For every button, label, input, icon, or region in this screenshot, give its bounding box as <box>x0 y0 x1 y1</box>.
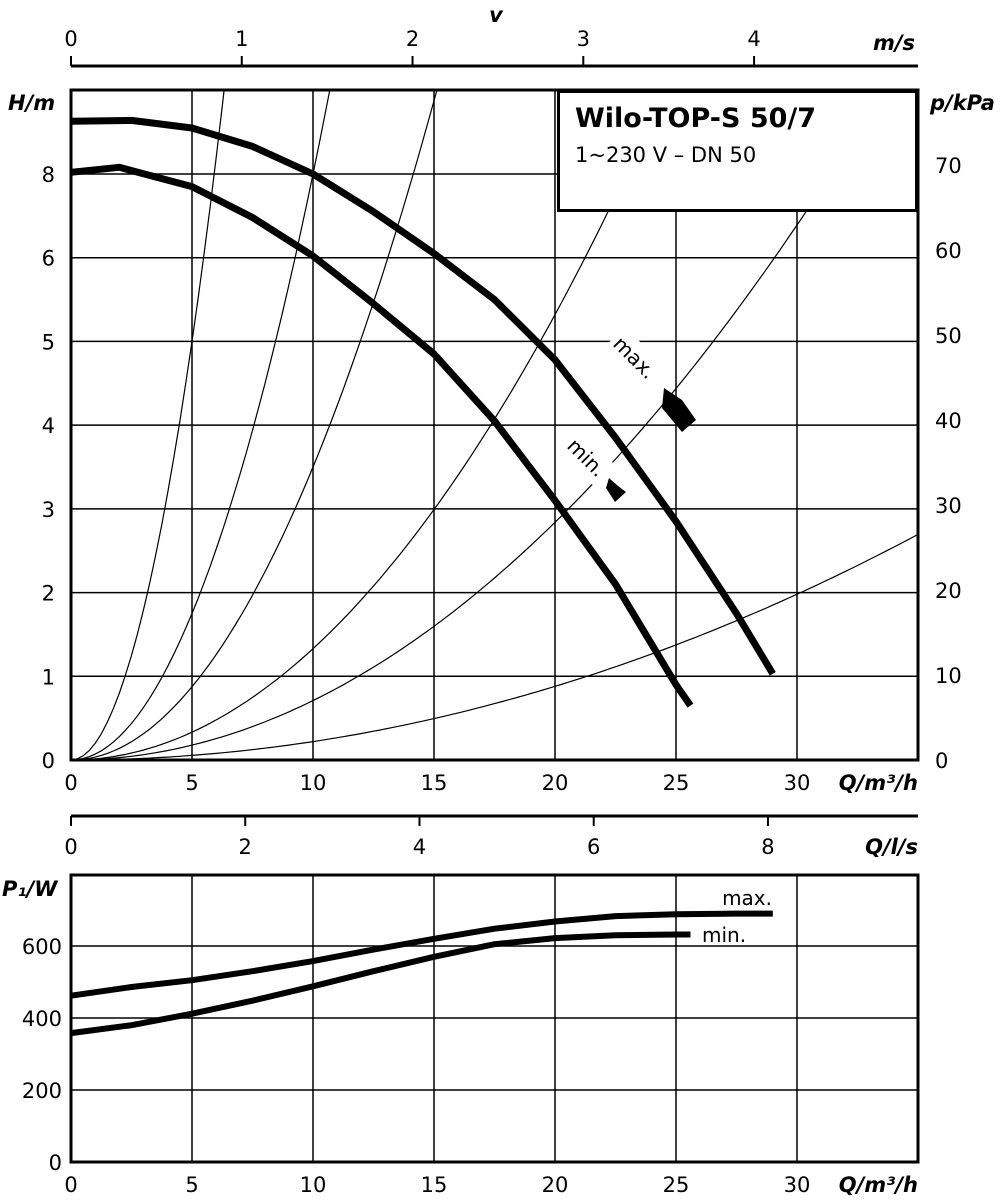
x-tick-label: 30 <box>784 771 811 795</box>
lower-x-tick-label: 25 <box>663 1173 690 1197</box>
system-curve <box>70 89 225 761</box>
ls-tick-label: 4 <box>413 835 426 859</box>
y-tick-label: 4 <box>42 414 55 438</box>
upper-curves <box>70 89 919 761</box>
right-tick-label: 30 <box>935 494 962 518</box>
x-tick-label: 20 <box>542 771 569 795</box>
right-tick-label: 40 <box>935 409 962 433</box>
y-tick-label: 3 <box>42 498 55 522</box>
right-tick-label: 50 <box>935 324 962 348</box>
ls-tick-label: 0 <box>64 835 77 859</box>
right-tick-label: 60 <box>935 239 962 263</box>
lower-grid <box>69 814 920 1164</box>
top-axis-name: v <box>489 3 504 27</box>
right-axis-label: p/kPa <box>929 91 995 115</box>
system-curve <box>70 89 666 761</box>
system-curve <box>71 533 919 761</box>
right-tick-label: 0 <box>935 749 948 773</box>
lower-y-tick-label: 0 <box>49 1151 62 1175</box>
top-tick-label: 3 <box>577 27 590 51</box>
system-curve <box>71 89 885 761</box>
top-tick-label: 1 <box>235 27 248 51</box>
ls-tick-label: 8 <box>761 835 774 859</box>
title-model: Wilo-TOP-S 50/7 <box>575 103 817 134</box>
system-curve <box>70 89 438 761</box>
lower-x-axis-label: Q/m³/h <box>839 1173 918 1197</box>
power-max-label: max. <box>722 886 772 910</box>
lower-y-axis-label: P₁/W <box>2 877 58 901</box>
y-tick-label: 2 <box>42 582 55 606</box>
y-tick-label: 1 <box>42 665 55 689</box>
pump-curve-min <box>70 163 694 708</box>
ls-tick-label: 6 <box>587 835 600 859</box>
pump-curve-max <box>70 116 776 676</box>
y-tick-label: 6 <box>42 247 55 271</box>
lower-y-tick-label: 600 <box>22 935 62 959</box>
x-tick-label: 15 <box>421 771 448 795</box>
lower-x-tick-label: 0 <box>64 1173 77 1197</box>
y-tick-label: 5 <box>42 330 55 354</box>
top-axis-unit: m/s <box>873 31 915 55</box>
lower-x-tick-label: 20 <box>542 1173 569 1197</box>
lower-x-tick-label: 15 <box>421 1173 448 1197</box>
y-axis-label: H/m <box>8 91 55 115</box>
y-tick-label: 0 <box>42 749 55 773</box>
lower-x-tick-label: 10 <box>300 1173 327 1197</box>
max-marker-icon <box>662 388 696 432</box>
max-label-bg <box>603 326 668 391</box>
min-marker-icon <box>606 478 626 502</box>
x-tick-label: 25 <box>663 771 690 795</box>
lower-x-tick-label: 30 <box>784 1173 811 1197</box>
power-min-label: min. <box>702 923 746 947</box>
ls-tick-label: 2 <box>239 835 252 859</box>
x-tick-label: 0 <box>64 771 77 795</box>
lower-y-tick-label: 400 <box>22 1007 62 1031</box>
right-tick-label: 70 <box>935 154 962 178</box>
right-tick-label: 10 <box>935 664 962 688</box>
title-box: Wilo-TOP-S 50/7 1~230 V – DN 50 <box>557 90 918 212</box>
top-tick-label: 2 <box>406 27 419 51</box>
max-annotation: max. <box>603 326 668 391</box>
lower-labels: 0 2 4 6 8 Q/l/s 0 5 10 15 20 25 30 0 200 400 600 Q/m³/h P₁… <box>2 835 918 1197</box>
ls-axis-unit: Q/l/s <box>865 835 918 859</box>
power-curve-max <box>70 910 773 999</box>
power-curve-min <box>70 931 691 1037</box>
x-tick-label: 5 <box>185 771 198 795</box>
lower-x-tick-label: 5 <box>185 1173 198 1197</box>
top-tick-label: 0 <box>64 27 77 51</box>
min-label-bg <box>557 428 619 490</box>
right-tick-label: 20 <box>935 579 962 603</box>
lower-curves <box>70 910 773 1037</box>
y-tick-label: 8 <box>42 163 55 187</box>
top-tick-label: 4 <box>747 27 760 51</box>
system-curve <box>70 89 331 761</box>
title-spec: 1~230 V – DN 50 <box>575 143 757 167</box>
x-axis-label: Q/m³/h <box>839 771 918 795</box>
x-tick-label: 10 <box>300 771 327 795</box>
lower-y-tick-label: 200 <box>22 1079 62 1103</box>
